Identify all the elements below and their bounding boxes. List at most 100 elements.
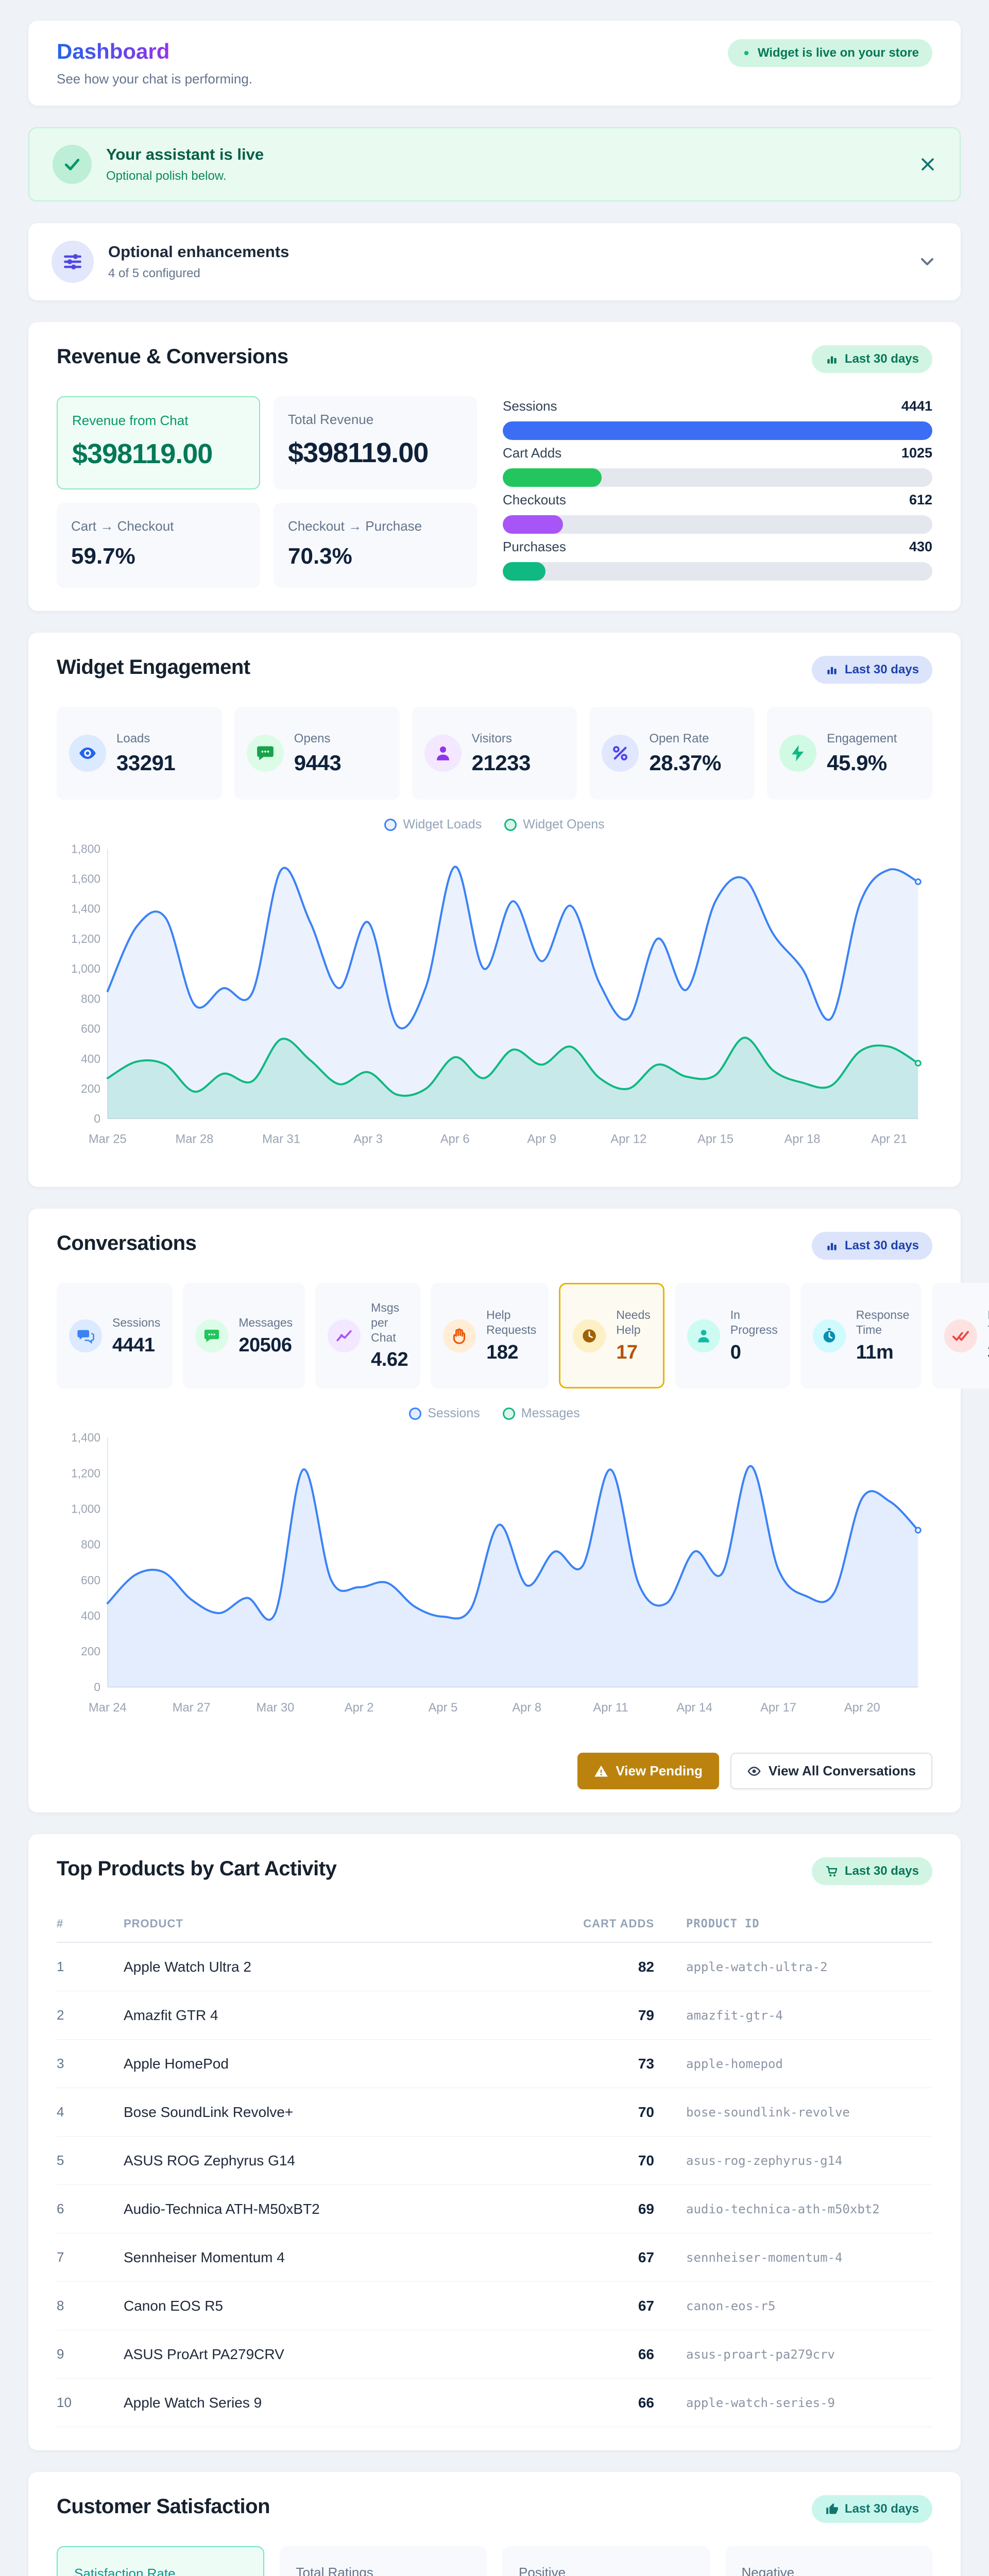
funnel-bar-fill bbox=[503, 562, 546, 581]
revenue-tile-value: 59.7% bbox=[71, 544, 135, 569]
satisfaction-tile-positive: Positive648 bbox=[502, 2546, 710, 2576]
svg-text:Apr 14: Apr 14 bbox=[676, 1701, 712, 1715]
svg-text:400: 400 bbox=[81, 1609, 100, 1622]
cell-product: Bose SoundLink Revolve+ bbox=[124, 2104, 294, 2120]
cell-product-id: apple-watch-series-9 bbox=[686, 2395, 835, 2410]
stat-label: Messages bbox=[238, 1315, 293, 1329]
svg-text:1,200: 1,200 bbox=[71, 1467, 100, 1480]
stat-label: Open Rate bbox=[649, 732, 709, 745]
view-all-conversations-button[interactable]: View All Conversations bbox=[730, 1753, 932, 1790]
stat-value: 20506 bbox=[238, 1334, 292, 1356]
button-label: View All Conversations bbox=[768, 1763, 916, 1779]
stat-label: Opens bbox=[294, 732, 331, 745]
close-icon[interactable] bbox=[919, 156, 936, 173]
funnel-row-cart-adds: Cart Adds 1025 bbox=[503, 445, 932, 487]
sliders-icon bbox=[52, 241, 94, 283]
live-dot-icon bbox=[741, 48, 752, 58]
table-row[interactable]: 3 Apple HomePod 73 apple-homepod bbox=[57, 2040, 932, 2089]
chat2-icon bbox=[77, 1327, 94, 1345]
widget-engagement-chart: 0 200 400 600 800 1,000 1,200 1,400 1,600 1,800 Ma… bbox=[71, 842, 922, 1146]
cell-cart-adds: 82 bbox=[638, 1958, 654, 1975]
stat-label: Help Requests bbox=[486, 1308, 537, 1337]
stat-tile-engagement: Engagement 45.9% bbox=[767, 707, 932, 800]
enhancements-progress: 4 of 5 configured bbox=[108, 266, 200, 280]
svg-text:Apr 21: Apr 21 bbox=[871, 1133, 907, 1146]
svg-text:0: 0 bbox=[94, 1112, 100, 1125]
svg-text:Mar 31: Mar 31 bbox=[262, 1133, 300, 1146]
funnel-bar-track bbox=[503, 562, 932, 581]
table-row[interactable]: 2 Amazfit GTR 4 79 amazfit-gtr-4 bbox=[57, 1991, 932, 2040]
revenue-tile-2: Cart → Checkout 59.7% bbox=[57, 503, 260, 588]
stat-label: Visitors bbox=[471, 732, 512, 745]
widget-chart-legend: Widget Loads Widget Opens bbox=[57, 817, 932, 832]
funnel-row-purchases: Purchases 430 bbox=[503, 539, 932, 581]
table-row[interactable]: 1 Apple Watch Ultra 2 82 apple-watch-ultra-… bbox=[57, 1943, 932, 1992]
optional-enhancements-row[interactable]: Optional enhancements 4 of 5 configured bbox=[28, 223, 961, 300]
sat-label: Positive bbox=[519, 2565, 566, 2576]
stat-value: 28.37% bbox=[649, 751, 721, 775]
banner-subtitle: Optional polish below. bbox=[106, 169, 227, 183]
legend-item-sessions[interactable]: Sessions bbox=[409, 1406, 480, 1421]
double-check-icon bbox=[952, 1327, 969, 1345]
svg-text:Apr 17: Apr 17 bbox=[760, 1701, 796, 1715]
cell-product: Apple HomePod bbox=[124, 2055, 229, 2072]
svg-text:Apr 6: Apr 6 bbox=[440, 1133, 470, 1146]
table-row[interactable]: 4 Bose SoundLink Revolve+ 70 bose-soundlink… bbox=[57, 2088, 932, 2137]
satisfaction-title: Customer Satisfaction bbox=[57, 2495, 270, 2518]
table-row[interactable]: 6 Audio-Technica ATH-M50xBT2 69 audio-techn… bbox=[57, 2185, 932, 2234]
svg-text:200: 200 bbox=[81, 1082, 100, 1095]
svg-text:Apr 5: Apr 5 bbox=[429, 1701, 458, 1715]
table-row[interactable]: 9 ASUS ProArt PA279CRV 66 asus-proart-pa279… bbox=[57, 2330, 932, 2379]
table-row[interactable]: 10 Apple Watch Series 9 66 apple-watch-seri… bbox=[57, 2379, 932, 2428]
page-title: Dashboard bbox=[57, 39, 170, 63]
chart-line-icon bbox=[335, 1327, 353, 1345]
legend-item-messages[interactable]: Messages bbox=[502, 1406, 580, 1421]
cell-cart-adds: 70 bbox=[638, 2152, 654, 2168]
stat-tile-response-time: Response Time 11m bbox=[800, 1283, 922, 1389]
cell-product-id: asus-proart-pa279crv bbox=[686, 2347, 835, 2362]
revenue-tiles: Revenue from Chat $398119.00 Total Revenue… bbox=[57, 396, 477, 588]
cart-icon bbox=[825, 1865, 839, 1878]
cell-product: ASUS ProArt PA279CRV bbox=[124, 2346, 284, 2362]
satisfaction-tile-negative: Negative140 bbox=[725, 2546, 932, 2576]
stat-label: Loads bbox=[116, 732, 150, 745]
svg-text:Apr 9: Apr 9 bbox=[527, 1133, 556, 1146]
banner-title: Your assistant is live bbox=[106, 145, 264, 163]
cell-rank: 6 bbox=[57, 2201, 64, 2217]
legend-dot-icon bbox=[504, 818, 517, 831]
cell-rank: 9 bbox=[57, 2346, 64, 2362]
cell-product-id: apple-watch-ultra-2 bbox=[686, 1959, 828, 1974]
funnel-label: Cart Adds bbox=[503, 445, 562, 461]
cell-cart-adds: 73 bbox=[638, 2055, 654, 2072]
table-row[interactable]: 8 Canon EOS R5 67 canon-eos-r5 bbox=[57, 2282, 932, 2331]
legend-item-widget-loads[interactable]: Widget Loads bbox=[384, 817, 482, 832]
chevron-down-icon[interactable] bbox=[917, 251, 937, 272]
revenue-tile-label: Total Revenue bbox=[288, 412, 374, 427]
table-row[interactable]: 7 Sennheiser Momentum 4 67 sennheiser-momen… bbox=[57, 2233, 932, 2282]
cell-cart-adds: 66 bbox=[638, 2346, 654, 2362]
bar-chart-icon bbox=[825, 663, 839, 676]
conversations-period-badge-label: Last 30 days bbox=[844, 1239, 919, 1252]
clock-icon bbox=[581, 1327, 598, 1345]
svg-text:200: 200 bbox=[81, 1645, 100, 1658]
legend-label: Widget Opens bbox=[523, 817, 605, 832]
legend-dot-icon bbox=[409, 1407, 422, 1420]
cell-cart-adds: 69 bbox=[638, 2200, 654, 2217]
view-pending-button[interactable]: View Pending bbox=[577, 1753, 719, 1790]
funnel-value: 1025 bbox=[901, 445, 932, 461]
legend-item-widget-opens[interactable]: Widget Opens bbox=[504, 817, 605, 832]
svg-text:800: 800 bbox=[81, 1538, 100, 1551]
table-row[interactable]: 5 ASUS ROG Zephyrus G14 70 asus-rog-zephyru… bbox=[57, 2137, 932, 2185]
cell-product: Sennheiser Momentum 4 bbox=[124, 2249, 285, 2265]
legend-dot-icon bbox=[502, 1407, 515, 1420]
cell-cart-adds: 66 bbox=[638, 2394, 654, 2411]
svg-text:Mar 30: Mar 30 bbox=[256, 1701, 294, 1715]
funnel-label: Sessions bbox=[503, 398, 557, 414]
svg-text:Mar 24: Mar 24 bbox=[89, 1701, 127, 1715]
revenue-conversions-card: Revenue & Conversions Last 30 days Reven… bbox=[28, 322, 961, 611]
cell-product-id: audio-technica-ath-m50xbt2 bbox=[686, 2201, 880, 2216]
sat-label: Negative bbox=[741, 2565, 795, 2576]
svg-text:1,800: 1,800 bbox=[71, 842, 100, 855]
funnel-bar-track bbox=[503, 468, 932, 487]
top-products-period-badge: Last 30 days bbox=[811, 1857, 932, 1886]
